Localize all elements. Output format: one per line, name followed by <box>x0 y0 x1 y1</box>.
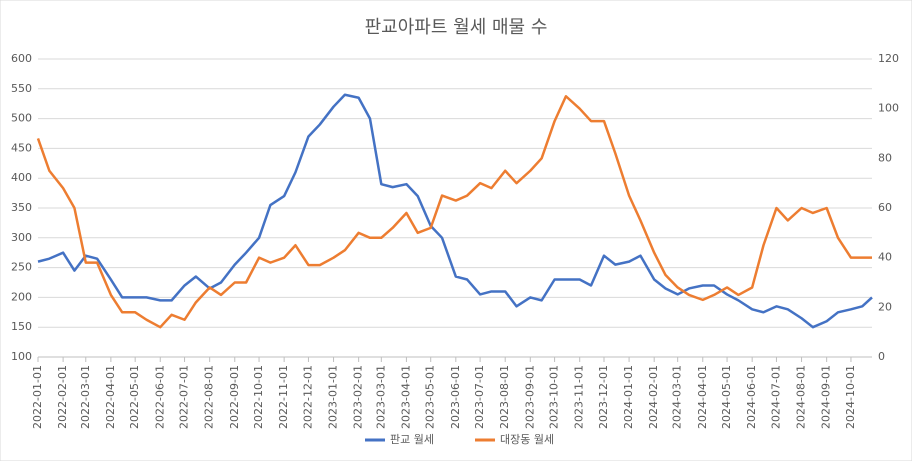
y2-tick-label: 60 <box>878 201 892 214</box>
x-tick-label: 2024-01-01 <box>622 365 635 429</box>
x-tick-label: 2024-10-01 <box>844 365 857 429</box>
x-tick-label: 2022-02-01 <box>56 365 69 429</box>
x-tick-label: 2024-07-01 <box>769 365 782 429</box>
x-tick-label: 2023-02-01 <box>352 365 365 429</box>
y-tick-label: 600 <box>11 52 32 65</box>
y-tick-label: 500 <box>11 112 32 125</box>
x-tick-label: 2022-08-01 <box>203 365 216 429</box>
y-tick-label: 200 <box>11 290 32 303</box>
y2-tick-label: 20 <box>878 300 892 313</box>
x-tick-label: 2022-11-01 <box>277 365 290 429</box>
x-tick-label: 2022-07-01 <box>178 365 191 429</box>
y2-tick-label: 40 <box>878 251 892 264</box>
y2-tick-label: 100 <box>878 102 899 115</box>
x-tick-label: 2024-09-01 <box>820 365 833 429</box>
x-tick-label: 2022-04-01 <box>104 365 117 429</box>
x-tick-label: 2022-01-01 <box>31 365 44 429</box>
x-tick-label: 2023-04-01 <box>399 365 412 429</box>
line-series <box>37 93 873 329</box>
y2-tick-label: 120 <box>878 52 899 65</box>
y-tick-label: 300 <box>11 231 32 244</box>
x-tick-label: 2024-04-01 <box>696 365 709 429</box>
x-tick-label: 2022-03-01 <box>79 365 92 429</box>
y-tick-label: 150 <box>11 320 32 333</box>
legend-label: 대장동 월세 <box>500 433 554 446</box>
y-tick-label: 100 <box>11 350 32 363</box>
y2-tick-label: 0 <box>878 350 885 363</box>
y-tick-label: 400 <box>11 171 32 184</box>
x-tick-label: 2022-05-01 <box>128 365 141 429</box>
x-tick-label: 2023-07-01 <box>473 365 486 429</box>
x-tick-label: 2024-08-01 <box>795 365 808 429</box>
y-tick-label: 250 <box>11 261 32 274</box>
x-tick-label: 2023-12-01 <box>597 365 610 429</box>
x-tick-label: 2024-05-01 <box>720 365 733 429</box>
x-tick-label: 2024-06-01 <box>745 365 758 429</box>
y-tick-label: 550 <box>11 82 32 95</box>
x-tick-label: 2022-06-01 <box>153 365 166 429</box>
x-tick-label: 2023-09-01 <box>523 365 536 429</box>
x-tick-label: 2023-10-01 <box>548 365 561 429</box>
x-tick-label: 2023-03-01 <box>374 365 387 429</box>
x-tick-label: 2022-12-01 <box>301 365 314 429</box>
y-tick-label: 350 <box>11 201 32 214</box>
y-tick-label: 450 <box>11 141 32 154</box>
x-tick-label: 2023-01-01 <box>327 365 340 429</box>
x-tick-label: 2023-08-01 <box>498 365 511 429</box>
y2-tick-label: 80 <box>878 151 892 164</box>
x-tick-label: 2022-10-01 <box>252 365 265 429</box>
chart-title: 판교아파트 월세 매물 수 <box>365 17 548 38</box>
x-tick-label: 2024-03-01 <box>671 365 684 429</box>
x-tick-label: 2022-09-01 <box>228 365 241 429</box>
x-tick-label: 2023-06-01 <box>449 365 462 429</box>
x-tick-label: 2024-02-01 <box>647 365 660 429</box>
x-tick-label: 2023-05-01 <box>424 365 437 429</box>
legend-label: 판교 월세 <box>390 433 434 446</box>
line-series <box>36 95 872 329</box>
x-tick-label: 2023-11-01 <box>573 365 586 429</box>
